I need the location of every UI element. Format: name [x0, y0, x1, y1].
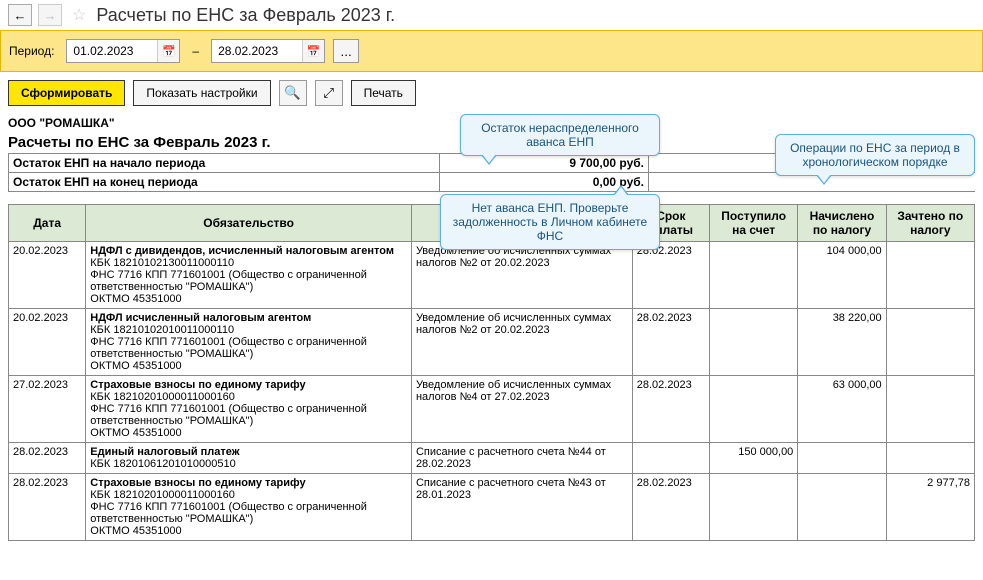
obligation-kbk: КБК 18210102130011000110 [90, 257, 407, 269]
cell-received [710, 242, 798, 309]
obligation-title: Единый налоговый платеж [90, 446, 407, 458]
cell-received [710, 376, 798, 443]
cell-received [710, 309, 798, 376]
cell-doc: Уведомление об исчисленных суммах налого… [411, 309, 632, 376]
cell-obligation: Страховые взносы по единому тарифуКБК 18… [86, 474, 412, 541]
cell-doc: Списание с расчетного счета №43 от 28.01… [411, 474, 632, 541]
tooltip-balance-text: Остаток нераспределенного аванса ЕНП [481, 121, 639, 149]
cell-offset [886, 376, 974, 443]
cell-date: 28.02.2023 [9, 474, 86, 541]
search-icon[interactable]: 🔍 [279, 80, 307, 106]
report-area: Остаток нераспределенного аванса ЕНП Опе… [0, 114, 983, 541]
obligation-title: НДФЛ с дивидендов, исчисленный налоговым… [90, 245, 407, 257]
calendar-to-icon[interactable]: 📅 [302, 40, 324, 62]
cell-date: 28.02.2023 [9, 443, 86, 474]
obligation-oktmo: ОКТМО 45351000 [90, 427, 407, 439]
table-row: 27.02.2023Страховые взносы по единому та… [9, 376, 975, 443]
cell-received: 150 000,00 [710, 443, 798, 474]
cell-obligation: НДФЛ исчисленный налоговым агентомКБК 18… [86, 309, 412, 376]
tooltip-operations-text: Операции по ЕНС за период в хронологичес… [790, 141, 960, 169]
cell-due [632, 443, 709, 474]
print-button[interactable]: Печать [351, 80, 416, 106]
back-button[interactable]: ← [8, 4, 32, 26]
obligation-oktmo: ОКТМО 45351000 [90, 525, 407, 537]
cell-received [710, 474, 798, 541]
cell-offset [886, 309, 974, 376]
forward-button[interactable]: → [38, 4, 62, 26]
tooltip-no-advance: Нет аванса ЕНП. Проверьте задолженность … [440, 194, 660, 250]
cell-accrued [798, 474, 886, 541]
date-to-input[interactable] [212, 41, 302, 61]
balance-start-value: 9 700,00 руб. [439, 154, 649, 172]
expand-icon[interactable]: ⤢ [315, 80, 343, 106]
col-received: Поступило на счет [710, 205, 798, 242]
col-offset: Зачтено по налогу [886, 205, 974, 242]
period-bar: Период: 📅 – 📅 ... [0, 30, 983, 72]
cell-accrued [798, 443, 886, 474]
obligation-fns: ФНС 7716 КПП 771601001 (Общество с огран… [90, 403, 407, 427]
cell-due: 28.02.2023 [632, 242, 709, 309]
table-row: 20.02.2023 НДФЛ с дивидендов, исчисленный… [9, 242, 975, 309]
cell-accrued: 38 220,00 [798, 309, 886, 376]
cell-date: 20.02.2023 [9, 309, 86, 376]
table-row: 20.02.2023НДФЛ исчисленный налоговым аге… [9, 309, 975, 376]
balance-start-label: Остаток ЕНП на начало периода [9, 154, 439, 172]
cell-date: 27.02.2023 [9, 376, 86, 443]
cell-obligation: Единый налоговый платежКБК 1820106120101… [86, 443, 412, 474]
cell-accrued: 63 000,00 [798, 376, 886, 443]
cell-obligation: НДФЛ с дивидендов, исчисленный налоговым… [86, 242, 412, 309]
col-accrued: Начислено по налогу [798, 205, 886, 242]
date-from-input[interactable] [67, 41, 157, 61]
cell-obligation: Страховые взносы по единому тарифуКБК 18… [86, 376, 412, 443]
page-title: Расчеты по ЕНС за Февраль 2023 г. [96, 5, 395, 26]
calendar-from-icon[interactable]: 📅 [157, 40, 179, 62]
tooltip-balance: Остаток нераспределенного аванса ЕНП [460, 114, 660, 156]
period-label: Период: [9, 44, 54, 58]
cell-date: 20.02.2023 [9, 242, 86, 309]
col-date: Дата [9, 205, 86, 242]
obligation-fns: ФНС 7716 КПП 771601001 (Общество с огран… [90, 501, 407, 525]
obligation-kbk: КБК 18201061201010000510 [90, 458, 407, 470]
cell-offset [886, 443, 974, 474]
obligation-fns: ФНС 7716 КПП 771601001 (Общество с огран… [90, 269, 407, 293]
table-row: 28.02.2023Страховые взносы по единому та… [9, 474, 975, 541]
cell-doc: Списание с расчетного счета №44 от 28.02… [411, 443, 632, 474]
cell-offset [886, 242, 974, 309]
cell-accrued: 104 000,00 [798, 242, 886, 309]
cell-doc: Уведомление об исчисленных суммах налого… [411, 242, 632, 309]
cell-due: 28.02.2023 [632, 474, 709, 541]
toolbar: Сформировать Показать настройки 🔍 ⤢ Печа… [0, 72, 983, 114]
tooltip-operations: Операции по ЕНС за период в хронологичес… [775, 134, 975, 176]
operations-table: Дата Обязательство Документ Срок уплаты … [8, 204, 975, 541]
obligation-oktmo: ОКТМО 45351000 [90, 360, 407, 372]
obligation-title: Страховые взносы по единому тарифу [90, 477, 407, 489]
obligation-title: Страховые взносы по единому тарифу [90, 379, 407, 391]
obligation-title: НДФЛ исчисленный налоговым агентом [90, 312, 407, 324]
table-row: 28.02.2023Единый налоговый платежКБК 182… [9, 443, 975, 474]
obligation-oktmo: ОКТМО 45351000 [90, 293, 407, 305]
col-obligation: Обязательство [86, 205, 412, 242]
tooltip-no-advance-text: Нет аванса ЕНП. Проверьте задолженность … [453, 201, 647, 243]
favorite-icon[interactable]: ☆ [72, 5, 86, 25]
dash: – [192, 44, 199, 58]
cell-due: 28.02.2023 [632, 309, 709, 376]
period-picker-button[interactable]: ... [333, 39, 359, 63]
obligation-kbk: КБК 18210201000011000160 [90, 489, 407, 501]
obligation-kbk: КБК 18210201000011000160 [90, 391, 407, 403]
show-settings-button[interactable]: Показать настройки [133, 80, 270, 106]
obligation-kbk: КБК 18210102010011000110 [90, 324, 407, 336]
cell-due: 28.02.2023 [632, 376, 709, 443]
balance-end-label: Остаток ЕНП на конец периода [9, 173, 439, 191]
form-button[interactable]: Сформировать [8, 80, 125, 106]
cell-doc: Уведомление об исчисленных суммах налого… [411, 376, 632, 443]
obligation-fns: ФНС 7716 КПП 771601001 (Общество с огран… [90, 336, 407, 360]
cell-offset: 2 977,78 [886, 474, 974, 541]
